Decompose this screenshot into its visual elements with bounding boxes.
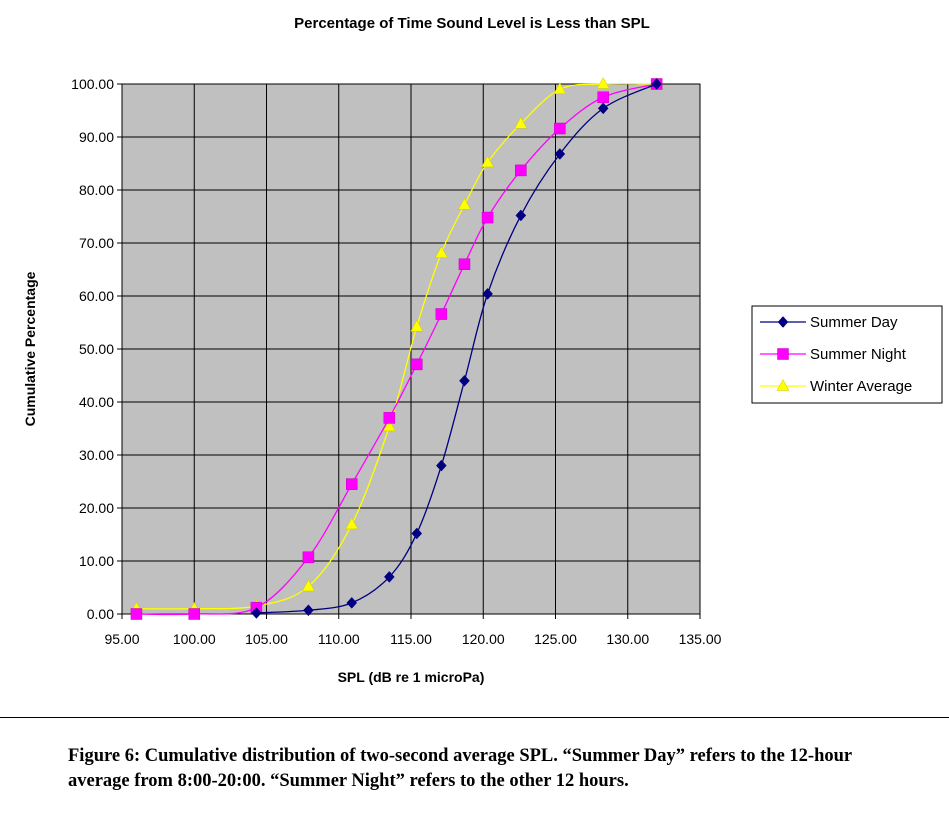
legend-label: Summer Day: [810, 314, 898, 331]
x-tick-label: 95.00: [104, 631, 139, 647]
legend-label: Winter Average: [810, 378, 912, 395]
legend-label: Summer Night: [810, 346, 907, 363]
y-tick-label: 20.00: [79, 500, 114, 516]
y-tick-label: 70.00: [79, 235, 114, 251]
data-point: [515, 209, 527, 222]
data-point: [515, 164, 527, 177]
data-point: [188, 608, 200, 620]
data-point: [553, 82, 567, 95]
y-tick-label: 40.00: [79, 394, 114, 410]
y-tick-label: 90.00: [79, 129, 114, 145]
x-tick-label: 125.00: [534, 631, 577, 647]
data-point: [345, 517, 359, 530]
data-point: [346, 596, 358, 609]
x-tick-label: 110.00: [318, 631, 360, 647]
data-point: [481, 211, 494, 224]
data-point: [435, 308, 448, 320]
y-tick-label: 50.00: [79, 341, 114, 357]
data-point: [651, 78, 662, 90]
data-point: [130, 608, 143, 620]
x-axis-label: SPL (dB re 1 microPa): [338, 669, 485, 685]
y-tick-label: 60.00: [79, 288, 114, 304]
data-point: [554, 148, 566, 160]
series-group: [130, 76, 664, 620]
data-point: [251, 607, 262, 619]
y-tick-label: 80.00: [79, 182, 114, 198]
data-point: [458, 197, 471, 210]
data-point: [597, 91, 609, 103]
data-point: [459, 374, 470, 387]
legend-marker: [777, 316, 789, 328]
y-tick-label: 100.00: [71, 76, 114, 92]
y-tick-label: 0.00: [87, 606, 114, 622]
data-point: [382, 419, 396, 432]
data-point: [481, 155, 495, 168]
data-point: [383, 412, 396, 424]
data-point: [410, 319, 424, 332]
x-tick-label: 105.00: [245, 631, 288, 647]
data-point: [303, 604, 314, 617]
data-point: [302, 551, 315, 564]
legend-entry: Winter Average: [760, 378, 912, 395]
x-tick-label: 135.00: [679, 631, 722, 647]
y-axis-label: Cumulative Percentage: [22, 271, 38, 426]
data-point: [514, 116, 528, 129]
y-tick-label: 30.00: [79, 447, 114, 463]
data-point: [411, 358, 423, 371]
x-tick-label: 130.00: [606, 631, 649, 647]
data-point: [482, 288, 493, 300]
axis-ticks: 0.00 10.00 20.00 30.00 40.00 50.00 60.00 70.00 8…: [71, 76, 721, 647]
data-point: [596, 76, 610, 89]
data-point: [554, 122, 566, 135]
data-point: [383, 571, 395, 583]
data-point: [301, 579, 315, 592]
x-tick-label: 100.00: [173, 631, 216, 647]
legend-entry: Summer Night: [760, 346, 907, 363]
caption-divider: [0, 717, 949, 718]
data-point: [346, 478, 358, 490]
cumulative-spl-chart: Percentage of Time Sound Level is Less t…: [22, 15, 943, 685]
data-point: [597, 102, 609, 115]
data-point: [458, 258, 471, 270]
series-line: [136, 82, 657, 610]
chart-title: Percentage of Time Sound Level is Less t…: [294, 15, 650, 32]
legend-entry: Summer Day: [760, 314, 898, 331]
figure-caption: Figure 6: Cumulative distribution of two…: [68, 746, 852, 791]
data-point: [411, 527, 423, 540]
series-summer-day: [251, 78, 662, 619]
y-tick-label: 10.00: [79, 553, 114, 569]
legend-marker: [776, 378, 790, 391]
x-tick-label: 115.00: [390, 631, 432, 647]
chart-legend: Summer Day Summer Night Winter Average: [751, 305, 943, 404]
legend-marker: [777, 348, 789, 360]
data-point: [434, 246, 448, 258]
data-point: [436, 459, 447, 472]
x-tick-label: 120.00: [462, 631, 505, 647]
